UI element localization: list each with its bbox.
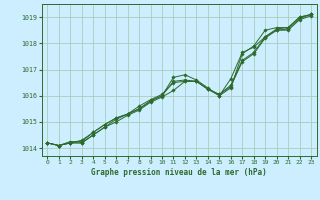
X-axis label: Graphe pression niveau de la mer (hPa): Graphe pression niveau de la mer (hPa) xyxy=(91,168,267,177)
